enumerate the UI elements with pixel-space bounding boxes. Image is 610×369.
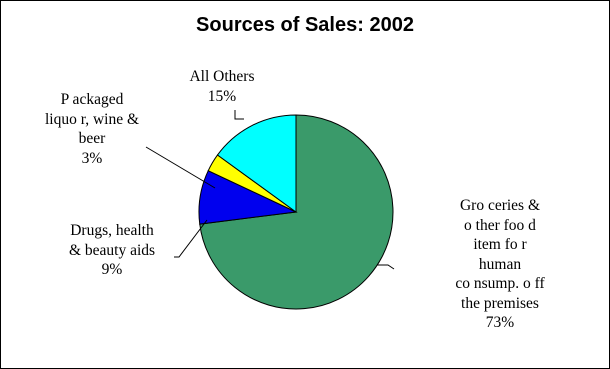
slice-label-line: human: [478, 255, 522, 273]
slice-label-drugs: Drugs, health & beauty aids 9%: [44, 221, 180, 280]
leader-line-liquor: [145, 146, 216, 189]
leader-line-groceries: [377, 264, 395, 270]
chart-title: Sources of Sales: 2002: [196, 14, 414, 36]
slice-label-line: o ther foo d: [464, 216, 536, 234]
slice-label-line: item fo r: [473, 236, 527, 253]
slice-label-line: P ackaged: [60, 91, 124, 108]
leader-line-all-others: [234, 110, 244, 120]
leader-line-drugs: [174, 219, 208, 258]
slice-label-line: & beauty aids: [68, 241, 156, 259]
slice-value-label: 15%: [207, 87, 237, 105]
slice-label-line: Drugs, health: [70, 222, 154, 239]
slice-all-others: [216, 114, 297, 213]
slice-label-line: Gro ceries &: [459, 197, 541, 214]
slice-label-line: beer: [78, 130, 106, 147]
slice-label-line: the premises: [461, 294, 539, 312]
slice-label-line: liquo r, wine &: [44, 110, 140, 128]
slice-label-all-others: All Others 15%: [172, 67, 272, 106]
slice-label-line: All Others: [189, 68, 255, 85]
slice-value-label: 9%: [101, 261, 123, 278]
slice-label-groceries: Gro ceries & o ther foo d item fo r huma…: [432, 196, 568, 333]
slice-label-line: co nsump. o ff: [455, 275, 545, 292]
slice-value-label: 73%: [485, 314, 515, 331]
slice-value-label: 3%: [81, 149, 103, 167]
slice-label-liquor: P ackaged liquo r, wine & beer 3%: [24, 90, 160, 168]
